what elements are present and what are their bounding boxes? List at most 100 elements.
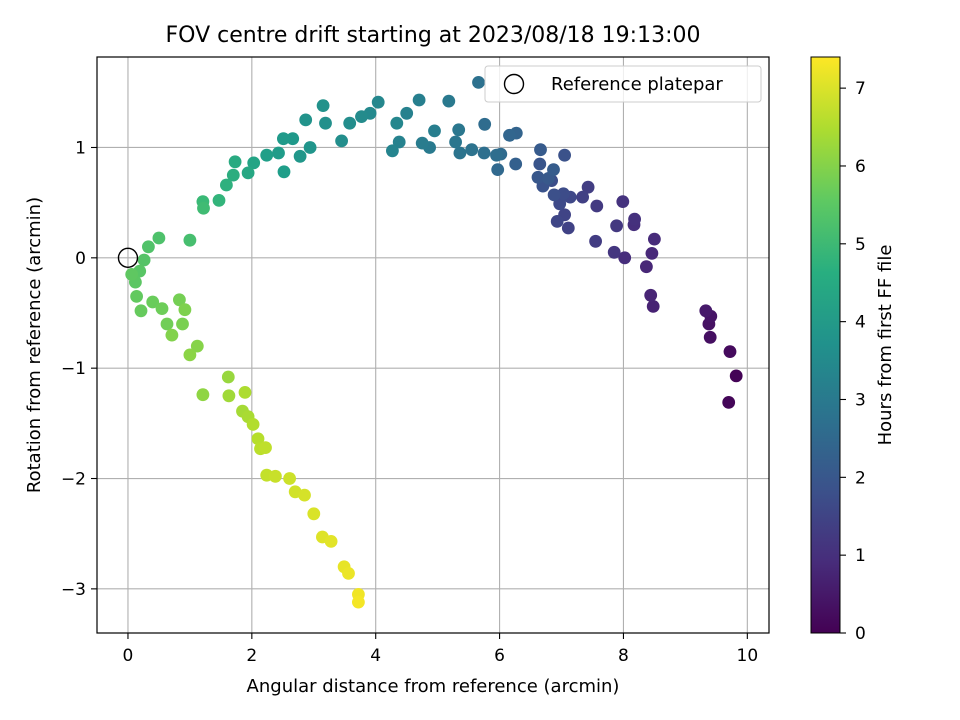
colorbar-tick-label: 5	[855, 235, 866, 255]
data-point	[137, 253, 151, 267]
data-point	[415, 136, 429, 150]
data-point	[173, 293, 186, 307]
colorbar-tick-label: 7	[855, 79, 866, 99]
data-point	[729, 369, 743, 383]
data-point	[452, 123, 466, 137]
data-point	[130, 290, 144, 303]
legend-box	[484, 65, 762, 103]
data-point	[142, 240, 155, 254]
data-point	[335, 134, 348, 148]
x-tick-label: 4	[370, 646, 381, 666]
data-point	[251, 432, 265, 446]
data-point	[342, 567, 355, 580]
data-point	[343, 116, 357, 130]
data-point	[238, 386, 252, 399]
data-point	[477, 146, 491, 160]
data-point	[453, 146, 467, 160]
data-point	[442, 94, 456, 108]
data-point	[490, 148, 503, 162]
data-point	[465, 143, 479, 157]
x-tick-label: 8	[618, 646, 629, 666]
data-point	[272, 146, 285, 160]
data-point	[478, 117, 492, 131]
data-point	[547, 163, 560, 177]
colorbar-tick-label: 0	[855, 624, 866, 644]
x-tick-label: 6	[494, 646, 505, 666]
data-point	[472, 76, 485, 89]
data-point	[277, 165, 291, 179]
colorbar: 0 1 2 3 4 5 6 7 Hours from first FF file	[810, 56, 896, 644]
data-point	[550, 215, 564, 228]
data-point	[640, 260, 653, 274]
data-point	[183, 233, 197, 247]
chart-title: FOV centre drift starting at 2023/08/18 …	[166, 23, 701, 48]
data-point	[247, 156, 261, 170]
data-point	[212, 194, 226, 207]
data-point	[644, 288, 658, 302]
data-point	[703, 330, 717, 344]
data-point	[277, 132, 290, 146]
data-point	[241, 166, 255, 180]
colorbar-tick-label: 1	[855, 546, 866, 566]
y-axis-label: Rotation from reference (arcmin)	[24, 197, 45, 493]
colorbar-label: Hours from first FF file	[875, 245, 896, 446]
data-point	[298, 488, 311, 502]
data-point	[646, 300, 660, 313]
data-point	[226, 168, 240, 182]
data-point	[324, 535, 338, 548]
data-point	[183, 348, 197, 362]
x-tick-label: 10	[737, 646, 759, 666]
x-axis-ticks: 0 2 4 6 8 10	[123, 633, 759, 666]
data-point	[699, 304, 713, 318]
y-tick-label: −1	[61, 359, 86, 379]
data-point	[412, 93, 426, 107]
data-point	[581, 180, 595, 194]
data-point	[371, 95, 385, 109]
colorbar-tick-label: 2	[855, 468, 866, 488]
data-point	[561, 221, 575, 235]
data-point	[260, 148, 274, 162]
data-point	[155, 302, 169, 315]
data-point	[610, 219, 623, 233]
data-point	[259, 441, 272, 454]
data-point	[246, 418, 260, 431]
data-point	[269, 469, 282, 483]
data-point	[648, 232, 661, 246]
data-point	[618, 251, 632, 265]
colorbar-gradient	[810, 56, 841, 634]
legend-label: Reference platepar	[551, 74, 723, 95]
data-point	[125, 268, 139, 281]
data-point	[190, 339, 204, 353]
data-point	[547, 188, 561, 202]
data-point	[303, 141, 317, 154]
data-point	[197, 201, 210, 215]
data-point	[160, 317, 174, 331]
data-point	[220, 178, 233, 192]
data-point	[176, 317, 189, 331]
reference-marker	[117, 247, 139, 269]
data-point	[283, 472, 296, 485]
plot-area: 0 2 4 6 8 10 −3 −2 −1 0 1	[61, 56, 770, 666]
data-point	[449, 135, 462, 149]
data-point	[286, 132, 300, 146]
data-point	[299, 113, 313, 127]
data-point	[628, 212, 641, 226]
data-point	[531, 170, 545, 184]
legend: Reference platepar	[484, 65, 762, 103]
data-point	[307, 507, 321, 521]
data-point	[722, 396, 736, 409]
data-point	[228, 155, 242, 169]
colorbar-tick-label: 4	[855, 313, 866, 333]
data-point	[576, 190, 589, 204]
x-tick-label: 2	[246, 646, 257, 666]
plot-frame	[96, 56, 770, 634]
x-axis-label: Angular distance from reference (arcmin)	[247, 676, 620, 697]
y-tick-label: −3	[61, 580, 86, 600]
data-point	[400, 106, 414, 120]
scatter-points	[125, 76, 743, 609]
data-point	[165, 328, 179, 342]
data-point	[152, 231, 166, 245]
data-point	[589, 234, 602, 248]
data-point	[558, 148, 571, 162]
